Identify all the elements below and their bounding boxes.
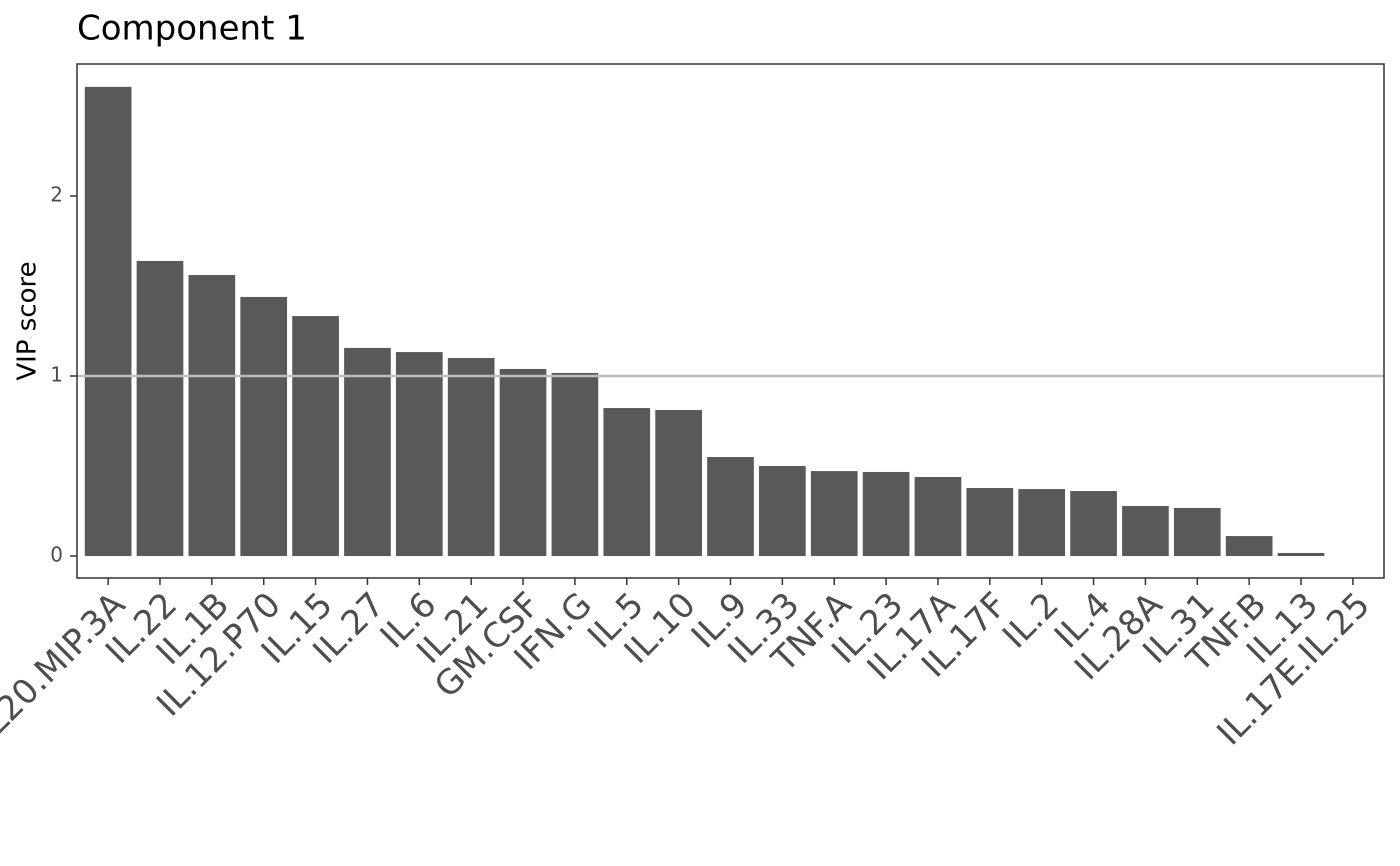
bar <box>499 368 547 557</box>
y-axis-label: VIP score <box>13 261 43 380</box>
bar <box>395 352 443 557</box>
bar <box>1173 507 1221 557</box>
bar <box>1122 505 1169 557</box>
bar <box>188 275 236 557</box>
plot-border <box>76 63 1385 579</box>
bar <box>966 487 1014 557</box>
bar <box>344 347 391 557</box>
bar <box>914 477 962 557</box>
bar <box>862 471 910 557</box>
bar <box>292 316 339 557</box>
bar <box>551 372 599 557</box>
bar <box>1018 489 1066 557</box>
chart-title: Component 1 <box>77 9 307 49</box>
y-tick-label: 0 <box>50 543 63 567</box>
bar <box>136 260 184 557</box>
y-tick-label: 2 <box>50 182 63 206</box>
y-tick-label: 1 <box>50 363 63 387</box>
bar <box>1225 536 1273 557</box>
bar <box>603 408 651 557</box>
bar <box>655 410 702 557</box>
bar <box>810 471 858 557</box>
bar <box>707 457 754 557</box>
bar <box>1277 552 1325 557</box>
bar <box>240 296 288 557</box>
bar <box>1070 491 1117 557</box>
bar <box>447 357 495 557</box>
bar <box>84 86 132 557</box>
bar <box>759 466 806 557</box>
